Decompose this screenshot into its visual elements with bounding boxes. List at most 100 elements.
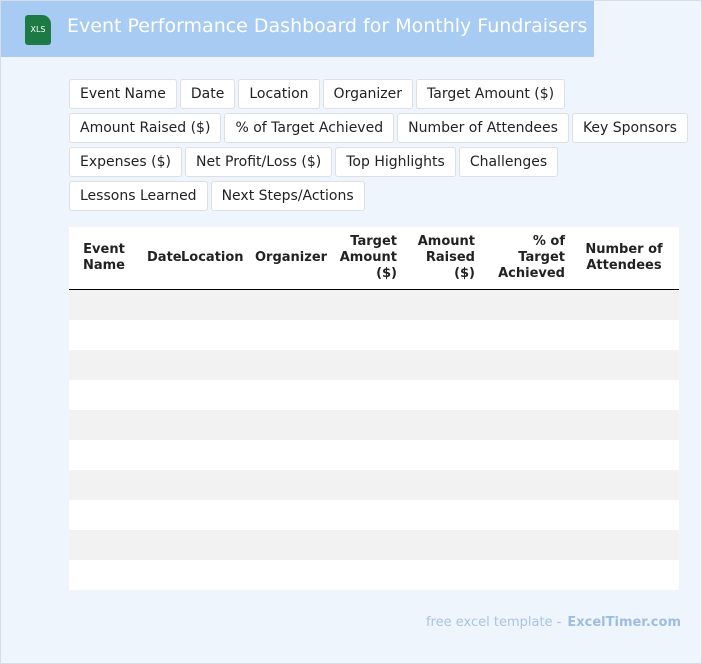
table-cell [405,470,483,500]
table-cell [327,380,405,410]
column-header: Amount Raised ($) [405,227,483,290]
table-cell [327,560,405,590]
table-cell [247,560,327,590]
table-cell [69,530,139,560]
table-cell [69,380,139,410]
field-tag: Amount Raised ($) [69,113,222,143]
table-cell [247,470,327,500]
table-cell [573,560,675,590]
table-cell [675,410,679,440]
table-cell [139,410,173,440]
table-cell [405,350,483,380]
table-cell [327,350,405,380]
table-cell [173,320,247,350]
column-header: Key Sponsors [675,227,679,290]
table-cell [675,350,679,380]
column-header: Organizer [247,227,327,290]
table-cell [173,410,247,440]
table-cell [139,560,173,590]
table-row [69,440,679,470]
table-cell [173,530,247,560]
footer-brand[interactable]: ExcelTimer.com [567,615,681,630]
table-cell [573,410,675,440]
table-cell [247,410,327,440]
table-cell [327,410,405,440]
table-row [69,320,679,350]
table-cell [573,470,675,500]
table-cell [405,289,483,320]
table-cell [327,530,405,560]
table-cell [675,320,679,350]
table-cell [483,470,573,500]
table-cell [675,289,679,320]
table-cell [247,500,327,530]
table-cell [573,440,675,470]
table-cell [405,560,483,590]
data-table: Event Name Date Location Organizer Target Am… [69,227,679,590]
table-cell [573,500,675,530]
table-cell [247,380,327,410]
table-cell [675,500,679,530]
table-cell [483,500,573,530]
table-cell [139,440,173,470]
table-cell [483,440,573,470]
table-cell [69,470,139,500]
field-tag: Top Highlights [335,147,456,177]
table-cell [139,500,173,530]
table-cell [247,289,327,320]
table-cell [573,350,675,380]
table-cell [483,350,573,380]
table-row [69,350,679,380]
field-tag: Key Sponsors [571,113,688,143]
table-cell [483,410,573,440]
footer-text: free excel template - [425,615,562,630]
field-tag: Location [238,79,320,109]
table-cell [69,440,139,470]
field-tag: Expenses ($) [69,147,182,177]
table-cell [483,560,573,590]
table-cell [483,320,573,350]
table-cell [483,380,573,410]
table-cell [247,320,327,350]
column-header: Date [139,227,182,290]
field-tag: Challenges [458,147,559,177]
table-row [69,560,679,590]
table-cell [405,530,483,560]
column-header: Location [173,227,247,290]
table-cell [675,530,679,560]
table-cell [173,500,247,530]
page-title: Event Performance Dashboard for Monthly … [67,15,588,37]
table-cell [139,320,173,350]
table-cell [247,440,327,470]
table-cell [327,320,405,350]
column-header: Event Name [69,227,139,290]
table-cell [675,470,679,500]
table-cell [139,530,173,560]
table-cell [139,289,173,320]
field-tag: Date [179,79,236,109]
table-cell [69,289,139,320]
table-cell [173,470,247,500]
table-cell [173,350,247,380]
table-cell [573,289,675,320]
table-cell [69,350,139,380]
table-row [69,289,679,320]
table-row [69,470,679,500]
column-header: Number of Attendees [573,227,675,290]
table-row [69,500,679,530]
table-cell [69,320,139,350]
table-cell [405,500,483,530]
table-cell [173,380,247,410]
table-cell [675,380,679,410]
field-tag: % of Target Achieved [224,113,395,143]
field-tag: Target Amount ($) [416,79,566,109]
table-cell [675,440,679,470]
table-cell [573,380,675,410]
table-cell [675,560,679,590]
table-cell [247,530,327,560]
table-cell [483,530,573,560]
table-cell [173,560,247,590]
field-tag: Organizer [322,79,414,109]
table-row [69,380,679,410]
